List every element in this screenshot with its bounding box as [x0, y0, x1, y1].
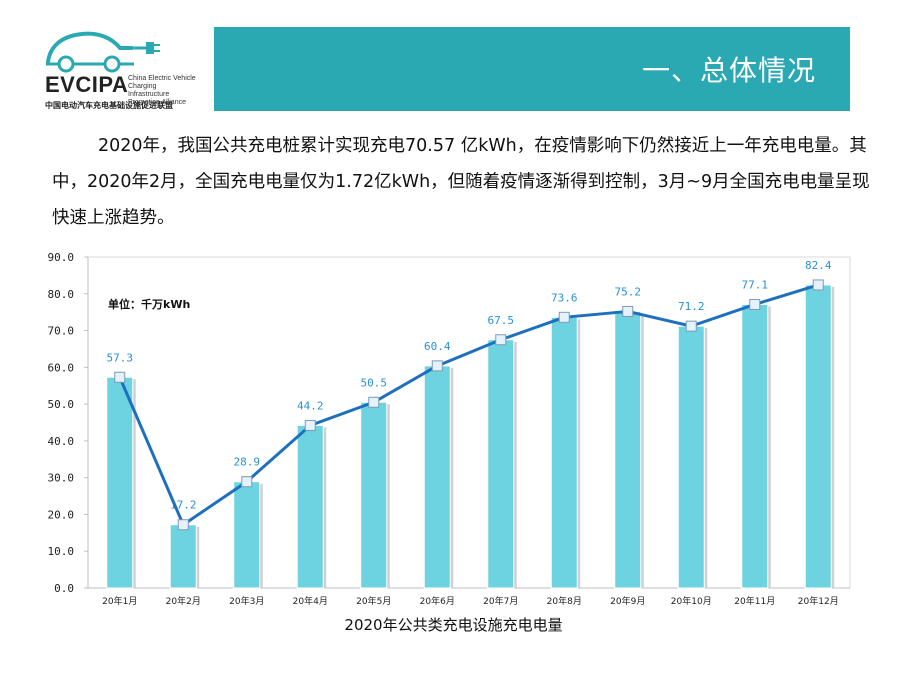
logo-cn-name: 中国电动汽车充电基础设施促进联盟	[45, 101, 173, 110]
bar	[233, 481, 261, 589]
data-label: 28.9	[234, 456, 261, 469]
x-tick-label: 20年6月	[420, 595, 455, 607]
y-tick-label: 70.0	[48, 325, 75, 338]
bar	[804, 284, 832, 589]
data-label: 73.6	[551, 291, 578, 304]
line-marker	[304, 419, 316, 431]
unit-label: 单位：千万kWh	[108, 297, 190, 311]
data-label: 71.2	[678, 300, 705, 313]
x-tick-label: 20年10月	[671, 595, 712, 607]
y-tick-label: 90.0	[48, 251, 75, 264]
y-tick-label: 40.0	[48, 435, 75, 448]
y-tick-label: 50.0	[48, 398, 75, 411]
data-label: 57.3	[107, 351, 134, 364]
header-bar: 一、总体情况	[214, 27, 850, 111]
x-tick-label: 20年9月	[610, 595, 645, 607]
bar	[741, 303, 769, 589]
logo-name: EVCIPA	[45, 72, 129, 97]
line-marker	[431, 360, 443, 372]
chart-svg: 0.0 10.0 20.0 30.0 40.0 50.0 60.0 70.0 80.0 90.0 单…	[48, 251, 851, 607]
bar	[106, 376, 134, 589]
line-marker	[749, 298, 761, 310]
line-marker	[114, 371, 126, 383]
line-marker	[685, 320, 697, 332]
page-title: 一、总体情况	[641, 54, 816, 87]
x-tick-label: 20年8月	[547, 595, 582, 607]
bar	[423, 365, 451, 589]
bar	[360, 401, 388, 589]
data-label: 50.5	[361, 376, 388, 389]
chart-title: 2020年公共类充电设施充电电量	[344, 616, 563, 634]
line-marker	[368, 396, 380, 408]
plot-area	[87, 256, 851, 589]
line-marker	[241, 476, 253, 488]
y-tick-label: 80.0	[48, 288, 75, 301]
x-tick-label: 20年1月	[102, 595, 137, 607]
data-label: 60.4	[424, 340, 451, 353]
line-marker	[622, 305, 634, 317]
line-marker	[812, 279, 824, 291]
x-tick-label: 20年3月	[229, 595, 264, 607]
data-label: 44.2	[297, 399, 324, 412]
bar	[487, 339, 515, 589]
bar	[296, 424, 324, 589]
x-tick-label: 20年12月	[798, 595, 839, 607]
x-tick-label: 20年2月	[166, 595, 201, 607]
summary-paragraph: 2020年，我国公共充电桩累计实现充电70.57 亿kWh，在疫情影响下仍然接近…	[52, 136, 870, 228]
y-tick-label: 10.0	[48, 545, 75, 558]
data-label: 75.2	[615, 285, 642, 298]
x-tick-label: 20年7月	[483, 595, 518, 607]
data-label: 77.1	[742, 278, 769, 291]
x-tick-label: 20年11月	[734, 595, 775, 607]
y-tick-label: 0.0	[54, 582, 74, 595]
line-marker	[558, 311, 570, 323]
data-label: 67.5	[488, 314, 515, 327]
x-tick-label: 20年5月	[356, 595, 391, 607]
line-marker	[495, 334, 507, 346]
logo	[40, 24, 210, 114]
bar	[550, 316, 578, 589]
series-line	[118, 283, 819, 527]
y-tick-label: 20.0	[48, 508, 75, 521]
x-tick-label: 20年4月	[293, 595, 328, 607]
y-tick-label: 60.0	[48, 361, 75, 374]
car-plug-icon	[46, 31, 160, 73]
bar	[169, 524, 197, 589]
logo-subtitle: China Electric Vehicle Charging Infrastr…	[128, 75, 196, 106]
chart: 0.0 10.0 20.0 30.0 40.0 50.0 60.0 70.0 80.0 90.0 单…	[0, 246, 907, 646]
bar	[614, 310, 642, 589]
data-label: 82.4	[805, 259, 832, 272]
line-marker	[177, 519, 189, 531]
y-tick-label: 30.0	[48, 472, 75, 485]
bar	[677, 325, 705, 589]
